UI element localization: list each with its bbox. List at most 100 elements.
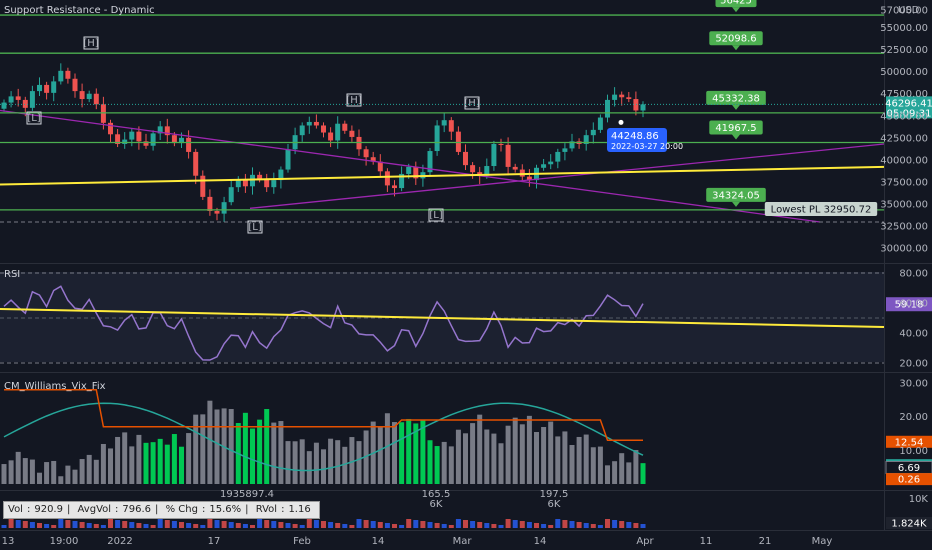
volume-bar <box>384 523 390 528</box>
vix-bar <box>526 415 532 484</box>
vix-bar <box>349 437 355 484</box>
candle-body <box>399 173 405 189</box>
vix-bar <box>399 422 405 484</box>
vix-bar <box>37 472 42 484</box>
vix-bar <box>470 423 476 484</box>
candle-body <box>250 174 255 187</box>
candle-body <box>257 174 263 180</box>
volume-bar <box>413 520 419 528</box>
candle-body <box>477 172 483 176</box>
vix-bar <box>72 469 78 484</box>
volume-bar <box>44 524 50 528</box>
candle-body <box>79 91 85 100</box>
last-price-value: 46296.41 <box>885 98 932 109</box>
vix-bar <box>491 433 497 484</box>
vix-bar <box>448 446 454 484</box>
rsi-axis-label: 60.00 <box>899 299 928 310</box>
level-tag <box>709 120 763 135</box>
vix-bar <box>51 460 57 484</box>
volume-note: 165.5 <box>422 489 451 500</box>
candle-body <box>612 94 618 100</box>
pivot-label: [L] <box>27 113 40 124</box>
volume-bar <box>179 522 184 528</box>
vix-bar <box>626 462 632 484</box>
candle-body <box>484 166 490 176</box>
price-axis-label: 45000.00 <box>880 111 928 122</box>
vix-bar <box>65 465 71 484</box>
level-tag-label: 45332.38 <box>712 93 760 104</box>
time-axis-label: Mar <box>453 536 473 547</box>
vix-pane-title: CM_Williams_Vix_Fix <box>4 381 106 392</box>
vix-bar <box>512 417 518 484</box>
price-axis-label: 30000.00 <box>880 244 928 255</box>
vix-bar <box>15 451 21 484</box>
volume-bar <box>370 521 376 528</box>
volume-bar <box>271 521 277 528</box>
trendline-down <box>0 109 821 223</box>
vix-bar <box>328 438 334 484</box>
currency-label[interactable]: USD <box>898 5 920 16</box>
volume-bar <box>15 520 21 528</box>
candle-body <box>498 143 504 145</box>
vix-bar <box>100 443 106 484</box>
candle-body <box>406 166 412 174</box>
candle-body <box>413 166 419 179</box>
time-axis-label: 21 <box>759 536 772 547</box>
candle-body <box>505 144 511 167</box>
volume-bar <box>335 523 341 528</box>
volume-bar <box>100 525 106 528</box>
candle-body <box>370 157 376 162</box>
candle-body <box>384 171 390 186</box>
volume-bar <box>448 525 454 528</box>
avgvol-value: 796.6 <box>122 504 152 515</box>
volume-bar <box>228 522 234 528</box>
vix-bar <box>434 446 440 484</box>
volume-bar <box>129 522 135 528</box>
price-axis-label: 32500.00 <box>880 221 928 232</box>
volume-bar <box>150 525 156 528</box>
vix-bar <box>306 451 312 484</box>
candle-body <box>100 104 106 123</box>
candle-body <box>605 99 610 118</box>
vix-bar <box>136 434 142 484</box>
candle-body <box>214 210 220 214</box>
vix-bar <box>143 442 149 484</box>
candle-body <box>58 70 64 82</box>
volume-bar <box>235 523 241 528</box>
pivot-label: [L] <box>248 222 261 233</box>
volume-bar <box>122 521 128 528</box>
vix-bar <box>299 439 305 484</box>
vix-bar <box>477 414 483 484</box>
candle-body <box>526 176 532 181</box>
candle-body <box>583 135 589 144</box>
vol-badge-value: 1.824K <box>891 519 927 530</box>
level-tag-label: 41967.5 <box>715 123 756 134</box>
candle-body <box>392 185 397 189</box>
volume-bar <box>626 522 632 528</box>
level-tag-label: 52098.6 <box>715 34 756 45</box>
candle-body <box>363 149 369 158</box>
volume-bar <box>164 520 170 528</box>
vix-bar <box>583 434 589 484</box>
rsi-last-value: 59.18 <box>895 300 924 311</box>
time-axis-label: 11 <box>700 536 713 547</box>
candle-body <box>143 141 149 146</box>
volume-note: 6K <box>548 499 561 510</box>
candle-body <box>164 126 170 136</box>
candle-body <box>1 102 7 109</box>
price-axis-label: 57000.00 <box>880 6 928 17</box>
price-axis-label: 52500.00 <box>880 45 928 56</box>
volume-note: 197.5 <box>540 489 569 500</box>
volume-bar <box>441 524 447 528</box>
volume-bar <box>512 520 518 528</box>
volume-bar <box>143 524 149 528</box>
volume-bar <box>313 520 319 528</box>
price-axis-label: 50000.00 <box>880 67 928 78</box>
time-axis-label: 17 <box>208 536 221 547</box>
volume-bar <box>29 522 35 528</box>
volume-bar <box>392 524 397 528</box>
rvol-value: 1.16 <box>288 504 311 515</box>
candle-body <box>512 166 518 170</box>
pivot-box <box>26 111 42 125</box>
